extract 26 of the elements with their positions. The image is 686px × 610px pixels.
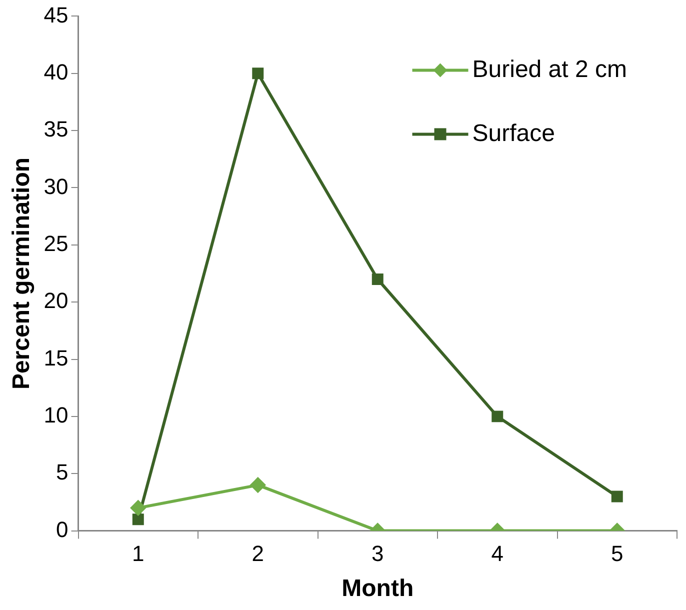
point (132, 514, 144, 526)
point (250, 478, 266, 493)
y-tick-label: 45 (44, 2, 68, 28)
x-axis-title: Month (342, 575, 414, 602)
y-tick-label: 30 (44, 174, 68, 199)
y-tick-label: 15 (44, 345, 68, 370)
legend-label: Buried at 2 cm (472, 56, 627, 83)
x-tick-label: 2 (252, 541, 264, 566)
x-tick-label: 4 (491, 541, 504, 566)
point (130, 500, 146, 516)
x-tick-label: 5 (611, 541, 624, 566)
y-tick-label: 0 (56, 516, 68, 542)
legend-label: Surface (472, 120, 555, 147)
point (611, 490, 623, 502)
y-tick-label: 40 (44, 59, 68, 84)
point (372, 273, 384, 285)
x-tick-label: 3 (372, 541, 384, 566)
y-tick-label: 10 (44, 402, 68, 428)
y-tick-label: 20 (44, 288, 68, 314)
point (492, 410, 504, 422)
point (252, 68, 264, 80)
y-tick-label: 35 (44, 116, 68, 142)
y-tick-label: 25 (44, 230, 68, 256)
x-tick-label: 1 (132, 541, 144, 566)
y-tick-label: 5 (56, 460, 68, 485)
y-axis-title: Percent germination (8, 157, 36, 390)
